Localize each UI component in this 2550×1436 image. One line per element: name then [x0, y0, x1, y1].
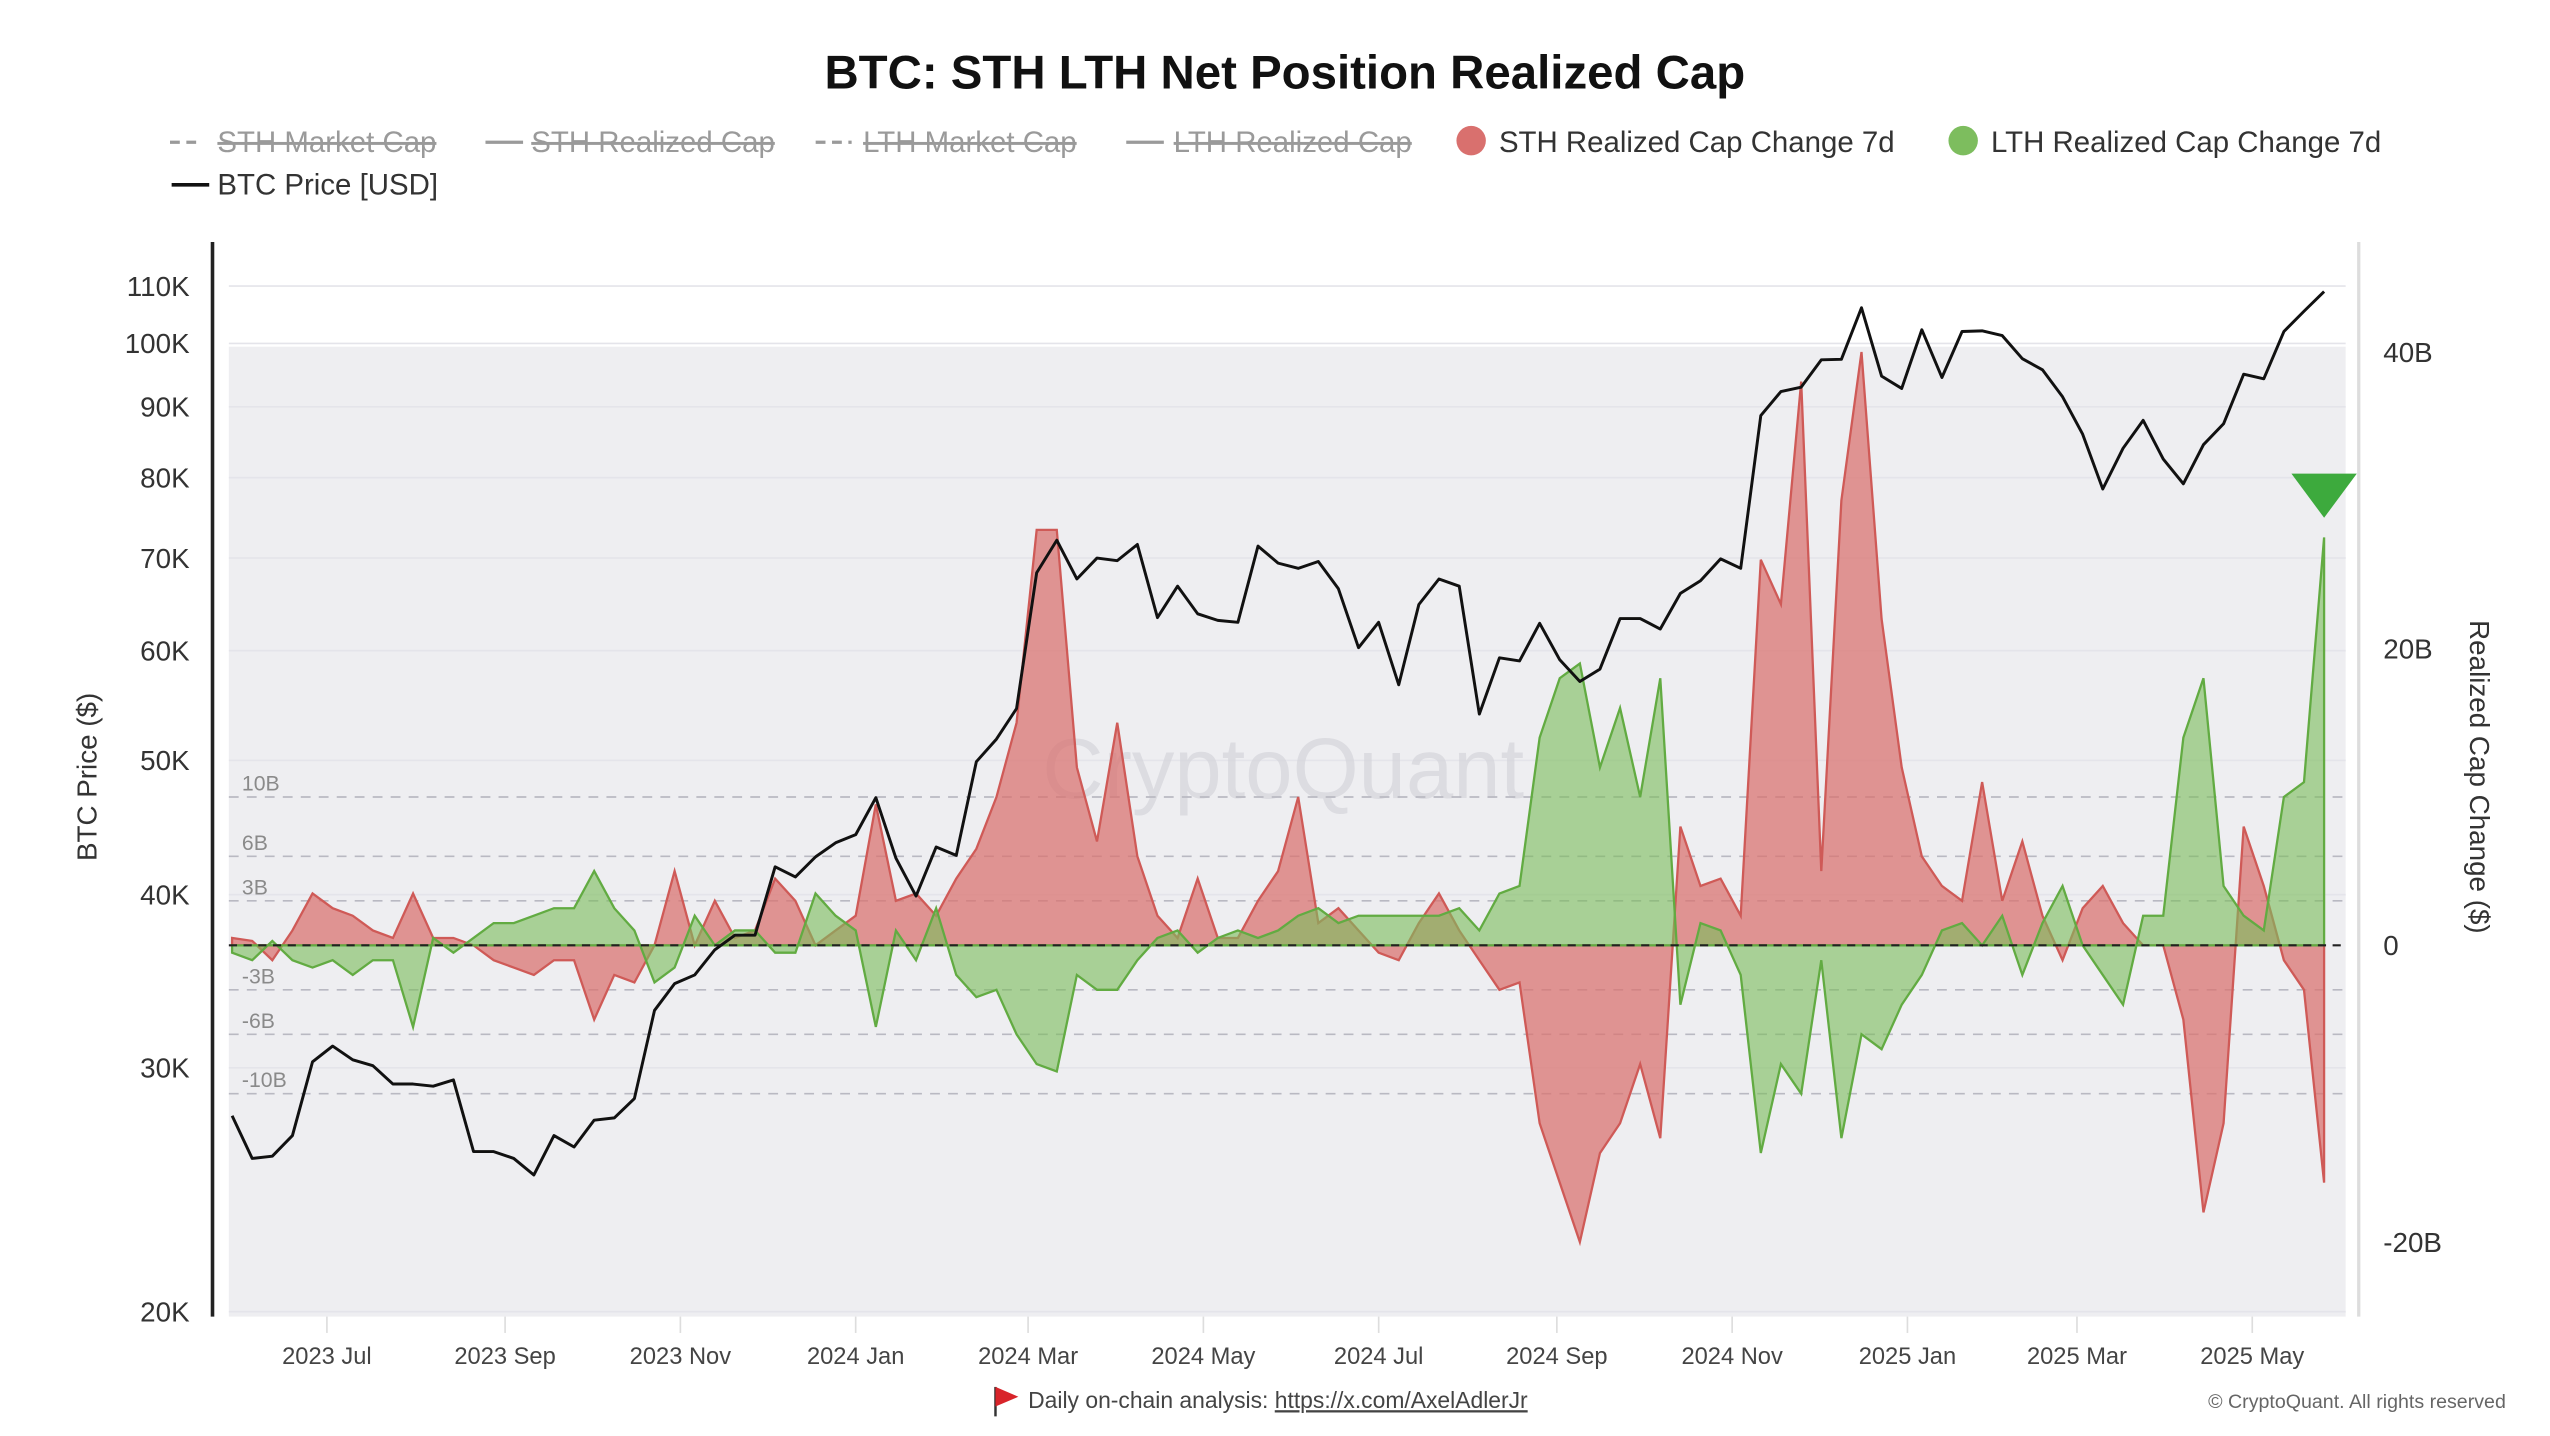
- footer-link[interactable]: https://x.com/AxelAdlerJr: [1275, 1387, 1528, 1413]
- right-axis-tick-label: -20B: [2383, 1227, 2442, 1258]
- legend-label: LTH Realized Cap Change 7d: [1991, 126, 2381, 159]
- legend-item-sth-market-cap[interactable]: STH Market Cap: [170, 126, 436, 159]
- x-axis-tick-label: 2024 Nov: [1681, 1344, 1783, 1370]
- legend-label: STH Realized Cap: [531, 126, 775, 159]
- gridlines: [228, 285, 2346, 1313]
- x-axis-tick-label: 2024 May: [1151, 1344, 1255, 1370]
- reference-line-label: -3B: [242, 964, 275, 988]
- reference-line-label: -6B: [242, 1009, 275, 1033]
- legend-item-sth-realized-cap[interactable]: STH Realized Cap: [485, 126, 775, 159]
- sth-realized-cap-change-area: [230, 351, 2326, 1247]
- left-axis-tick-label: 100K: [125, 328, 190, 359]
- x-axis-tick-label: 2025 May: [2200, 1344, 2304, 1370]
- lth-realized-cap-change-area: [230, 537, 2326, 1154]
- x-axis-tick-label: 2024 Jul: [1334, 1344, 1424, 1370]
- btc-price-line: [230, 290, 2326, 1177]
- x-axis-tick-label: 2023 Nov: [630, 1344, 732, 1370]
- left-axis-tick-label: 50K: [140, 745, 190, 776]
- chart-title: BTC: STH LTH Net Position Realized Cap: [824, 46, 1745, 99]
- legend-item-sth-realized-cap-change[interactable]: STH Realized Cap Change 7d: [1456, 125, 1895, 159]
- footer: Daily on-chain analysis: https://x.com/A…: [994, 1386, 2506, 1417]
- right-axis-ticks: -20B 0 20B 40B: [2383, 337, 2442, 1258]
- legend-red-circle-icon: [1456, 125, 1486, 156]
- reference-line-label: 6B: [242, 831, 268, 855]
- left-axis-tick-label: 20K: [140, 1297, 190, 1328]
- legend-label: LTH Market Cap: [863, 126, 1077, 159]
- x-axis-tick-label: 2025 Jan: [1859, 1344, 1956, 1370]
- right-axis-title: Realized Cap Change ($): [2464, 620, 2495, 934]
- legend-item-lth-realized-cap-change[interactable]: LTH Realized Cap Change 7d: [1948, 125, 2381, 159]
- x-axis-tick-label: 2024 Sep: [1506, 1344, 1607, 1370]
- left-axis-ticks: 20K 30K 40K 50K 60K 70K 80K 90K 100K 110K: [125, 271, 190, 1328]
- reference-line-label: 3B: [242, 875, 268, 899]
- reference-line-label: 10B: [242, 771, 280, 795]
- left-axis-tick-label: 110K: [127, 271, 190, 302]
- area-series: [230, 351, 2326, 1247]
- left-axis-title: BTC Price ($): [71, 693, 102, 861]
- left-axis-tick-label: 30K: [140, 1053, 190, 1084]
- left-axis-tick-label: 70K: [140, 543, 190, 574]
- footer-label: Daily on-chain analysis:: [1028, 1387, 1275, 1413]
- left-axis-tick-label: 90K: [140, 392, 190, 423]
- right-axis-tick-label: 20B: [2383, 633, 2432, 664]
- x-axis-tick-label: 2025 Mar: [2027, 1344, 2127, 1370]
- x-axis-tick-label: 2023 Sep: [454, 1344, 555, 1370]
- price-series: [230, 290, 2326, 1177]
- legend-green-circle-icon: [1948, 125, 1978, 156]
- legend: STH Market Cap STH Realized Cap LTH Mark…: [170, 125, 2381, 202]
- x-axis-tick-label: 2024 Mar: [978, 1344, 1078, 1370]
- legend-label: STH Market Cap: [217, 126, 436, 159]
- red-flag-icon: [994, 1386, 1019, 1417]
- plot-background: [228, 346, 2346, 1317]
- right-axis-tick-label: 0: [2383, 930, 2398, 961]
- x-axis-tick-label: 2023 Jul: [282, 1344, 372, 1370]
- legend-label: STH Realized Cap Change 7d: [1499, 126, 1895, 159]
- annotation-marker: [2291, 473, 2357, 518]
- reference-line-label: -10B: [242, 1068, 287, 1092]
- legend-label: BTC Price [USD]: [217, 169, 438, 202]
- legend-item-lth-realized-cap[interactable]: LTH Realized Cap: [1126, 126, 1412, 159]
- x-axis-ticks: 2023 Jul 2023 Sep 2023 Nov 2024 Jan 2024 Mar…: [282, 1316, 2304, 1370]
- triangle-down-marker-icon: [2291, 473, 2357, 518]
- left-axis-tick-label: 40K: [140, 879, 190, 910]
- footer-text: Daily on-chain analysis: https://x.com/A…: [1028, 1387, 1528, 1413]
- x-axis-tick-label: 2024 Jan: [807, 1344, 904, 1370]
- legend-item-lth-market-cap[interactable]: LTH Market Cap: [815, 126, 1077, 159]
- left-axis-tick-label: 80K: [140, 462, 190, 493]
- legend-label: LTH Realized Cap: [1174, 126, 1412, 159]
- right-axis-tick-label: 40B: [2383, 337, 2432, 368]
- legend-item-btc-price[interactable]: BTC Price [USD]: [171, 169, 438, 202]
- copyright: © CryptoQuant. All rights reserved: [2208, 1391, 2506, 1413]
- left-axis-tick-label: 60K: [140, 636, 190, 667]
